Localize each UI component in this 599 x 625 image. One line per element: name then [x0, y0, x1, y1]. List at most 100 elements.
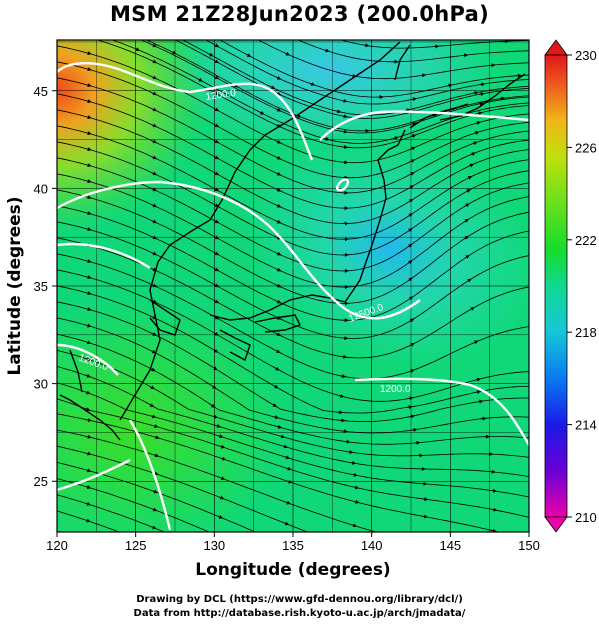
y-tick-label: 25 — [34, 474, 48, 489]
flow-arrow — [212, 366, 218, 371]
flow-arrow — [409, 172, 415, 176]
streamline — [96, 40, 529, 149]
flow-arrow — [86, 418, 92, 422]
streamline — [57, 125, 529, 240]
flow-arrow — [217, 434, 224, 439]
flow-arrow — [213, 139, 220, 144]
streamline — [145, 40, 529, 132]
x-tick-label: 120 — [46, 538, 68, 553]
flow-arrow — [462, 53, 469, 58]
flow-arrow — [275, 219, 282, 224]
flow-arrow — [347, 450, 354, 454]
flow-arrow — [478, 92, 485, 97]
flow-arrow — [85, 227, 92, 232]
flow-arrow — [275, 75, 282, 80]
streamline — [57, 45, 529, 164]
flow-arrow — [151, 155, 158, 160]
flow-arrow — [410, 121, 417, 126]
flow-arrow — [213, 171, 220, 176]
x-axis-label: Longitude (degrees) — [195, 560, 390, 580]
flow-arrow — [473, 131, 480, 135]
flow-arrow — [335, 109, 342, 114]
flow-arrow — [409, 414, 415, 419]
flow-arrow — [213, 235, 220, 240]
flow-arrow — [475, 377, 482, 382]
flow-arrow — [213, 219, 220, 224]
flow-arrow — [86, 434, 92, 439]
flow-arrow — [352, 472, 358, 477]
flow-arrow — [152, 424, 159, 429]
flow-arrow — [282, 444, 288, 449]
y-tick-label: 45 — [34, 84, 48, 99]
flow-arrow — [340, 374, 346, 379]
flow-arrow — [85, 357, 92, 361]
flow-arrow — [491, 507, 498, 512]
flow-arrow — [422, 514, 428, 519]
flow-arrow — [431, 113, 438, 118]
flow-arrow — [351, 523, 358, 528]
flow-arrow — [85, 468, 92, 473]
flow-arrow — [466, 278, 472, 283]
contour-line-9 — [335, 178, 350, 192]
flow-arrow — [476, 111, 483, 116]
flow-arrow — [151, 525, 157, 530]
flow-arrow — [212, 414, 219, 419]
flow-arrow — [197, 77, 203, 82]
contour-label-3: 1200.0 — [380, 384, 411, 395]
flow-arrow — [154, 435, 160, 440]
streamline — [57, 61, 529, 179]
flow-arrow — [85, 373, 91, 378]
contour-line-1 — [57, 62, 314, 161]
flow-arrow — [85, 390, 91, 395]
flow-arrow — [464, 254, 470, 259]
flow-arrow — [85, 211, 92, 216]
streamline — [57, 109, 529, 225]
flow-arrow — [270, 85, 276, 90]
credit-drawing: Drawing by DCL (https://www.gfd-dennou.o… — [136, 594, 463, 605]
flow-arrow — [410, 134, 417, 139]
flow-arrow — [85, 323, 92, 328]
contour-line-2 — [57, 180, 421, 320]
flow-arrow — [499, 96, 506, 101]
flow-arrow — [344, 439, 351, 444]
streamline — [515, 35, 540, 36]
flow-arrow — [217, 515, 224, 519]
contour-line-3 — [57, 242, 151, 270]
x-tick-label: 150 — [518, 538, 540, 553]
flow-arrow — [275, 203, 282, 208]
colorbar-tick-label: 222 — [575, 233, 597, 248]
flow-arrow — [275, 187, 282, 192]
colorbar-tick-label: 230 — [575, 48, 597, 63]
flow-arrow — [284, 51, 291, 56]
streamline — [57, 317, 529, 434]
flow-arrow — [407, 277, 413, 282]
wind-streamlines — [57, 33, 543, 532]
flow-arrow — [85, 485, 92, 489]
flow-arrow — [218, 495, 225, 500]
flow-arrow — [213, 43, 220, 48]
flow-arrow — [213, 75, 220, 80]
flow-arrow — [149, 385, 155, 390]
flow-arrow — [213, 59, 220, 64]
streamline — [57, 157, 529, 272]
colorbar: 210 214 218 222 226 230 — [544, 39, 597, 533]
flow-arrow — [220, 456, 227, 461]
x-tick-label: 130 — [203, 538, 225, 553]
streamline — [57, 237, 529, 359]
flow-arrow — [309, 82, 316, 86]
streamline — [363, 33, 543, 39]
streamline — [57, 333, 529, 445]
flow-arrow — [151, 171, 158, 176]
flow-arrow — [210, 403, 216, 408]
flow-arrow — [275, 299, 282, 304]
contour-label-1: 1200.0 — [205, 88, 237, 103]
flow-arrow — [85, 147, 92, 152]
flow-arrow — [85, 275, 92, 280]
flow-arrow — [275, 171, 282, 176]
flow-arrow — [275, 107, 282, 112]
flow-arrow — [213, 123, 220, 128]
flow-arrow — [151, 203, 158, 208]
flow-arrow — [273, 415, 280, 420]
flow-arrow — [463, 218, 470, 223]
flow-arrow — [213, 187, 220, 192]
